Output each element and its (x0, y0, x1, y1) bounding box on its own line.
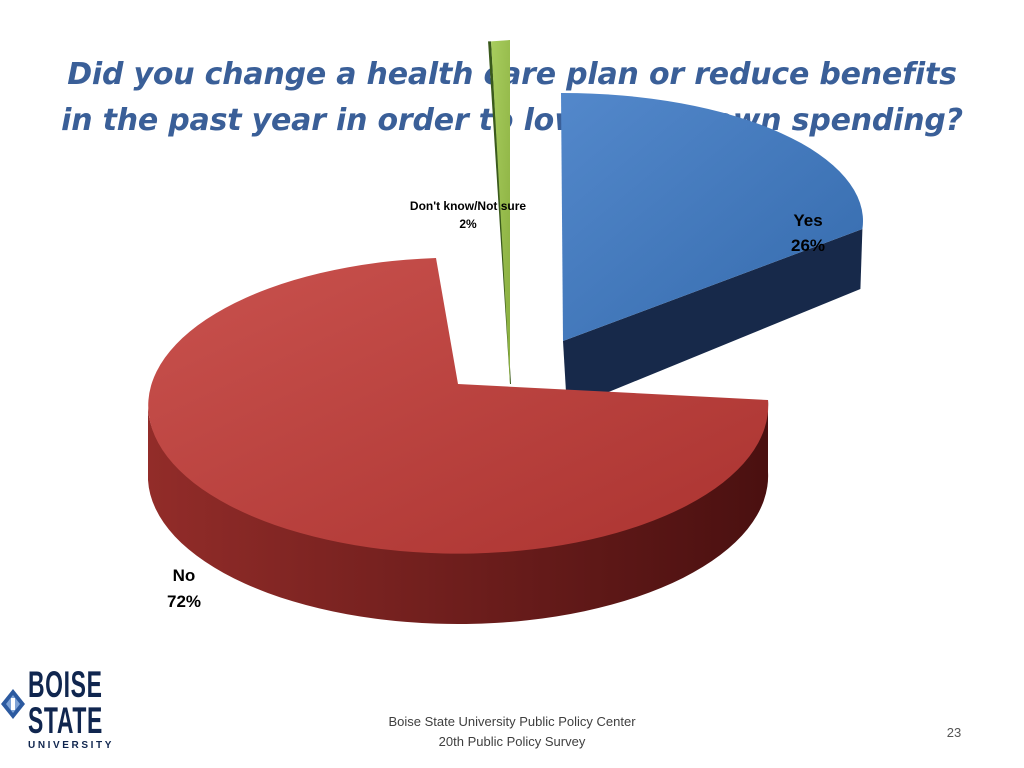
data-value-don-t-know-not-sure: 2% (459, 217, 477, 231)
data-value-no: 72% (167, 592, 201, 611)
pie-slice-don-t-know-not-sure (488, 40, 511, 385)
logo-text-boise: BOISE (28, 664, 103, 705)
title-line-1: Did you change a health care plan or red… (67, 57, 957, 92)
data-value-yes: 26% (791, 236, 825, 255)
bronco-b-icon (1, 689, 25, 719)
footer-line-2: 20th Public Policy Survey (438, 734, 586, 749)
data-label-don-t-know-not-sure: Don't know/Not sure (410, 199, 527, 213)
pie-slice-yes (561, 92, 864, 409)
logo-text-university: UNIVERSITY (28, 740, 115, 751)
slice-top-yes (561, 92, 864, 341)
title-line-2: in the past year in order to lower your … (61, 103, 963, 138)
slide-title: Did you change a health care plan or red… (40, 52, 984, 144)
slide-number: 23 (946, 725, 962, 740)
boise-state-logo: BOISE STATE UNIVERSITY (0, 664, 111, 754)
pie-slice-no (148, 258, 769, 625)
slice-front-yes (563, 229, 863, 409)
footer: Boise State University Public Policy Cen… (312, 712, 712, 752)
logo-text-state: STATE (28, 700, 103, 741)
slice-top-no (148, 258, 769, 554)
slice-side-dontknow (488, 41, 511, 385)
footer-line-1: Boise State University Public Policy Cen… (388, 714, 636, 729)
data-label-yes: Yes (793, 211, 822, 230)
slice-side-no (148, 400, 769, 625)
data-label-no: No (173, 566, 196, 585)
slice-top-dontknow (491, 40, 510, 384)
